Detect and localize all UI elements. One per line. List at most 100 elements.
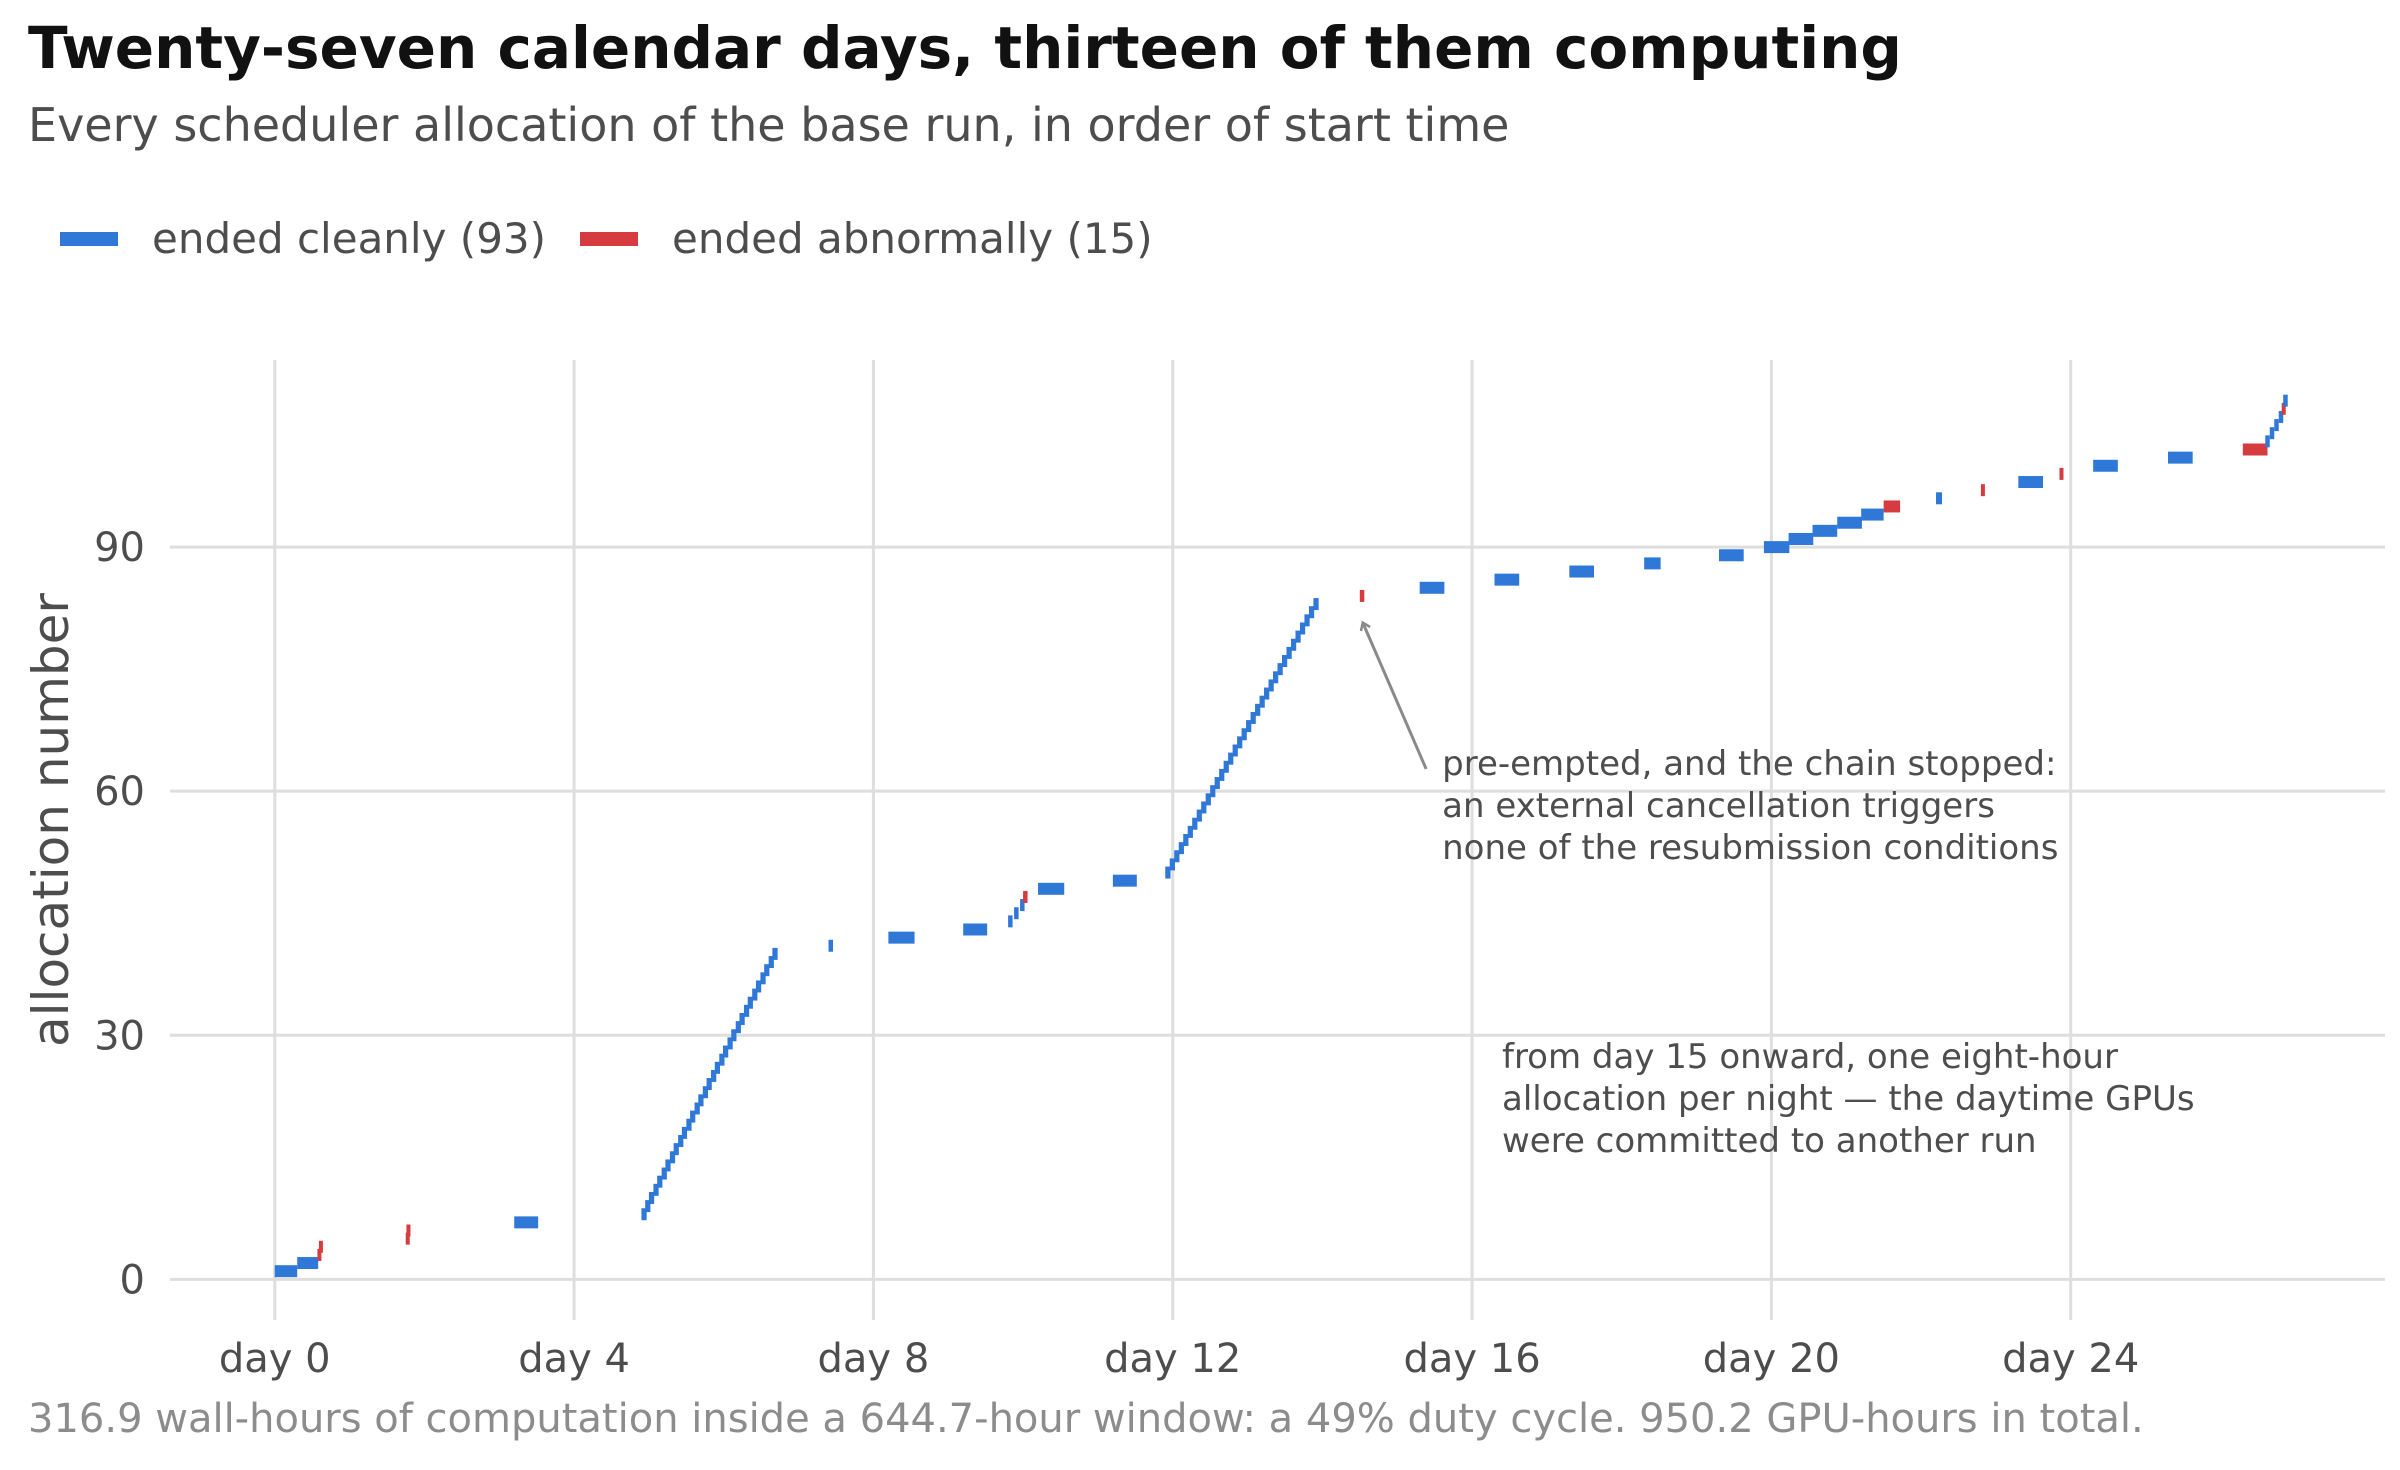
- allocation-bar-clean: [1259, 695, 1265, 708]
- chart-title: Twenty-seven calendar days, thirteen of …: [28, 14, 1902, 82]
- allocation-bar-abnormal: [2281, 402, 2286, 415]
- allocation-bar-clean: [768, 956, 774, 969]
- allocation-bar-clean: [1268, 679, 1274, 692]
- legend-item-clean: ended cleanly (93): [60, 214, 546, 263]
- allocation-bar-clean: [1210, 785, 1216, 798]
- allocation-bar-clean: [719, 1053, 725, 1066]
- x-tick-label: day 16: [1403, 1336, 1540, 1382]
- allocation-bar-clean: [1788, 532, 1814, 545]
- allocation-bar-clean: [514, 1216, 539, 1229]
- x-tick-label: day 20: [1703, 1336, 1840, 1382]
- allocation-bar-clean: [297, 1257, 319, 1270]
- allocation-bar-clean: [1192, 817, 1198, 830]
- allocation-bar-clean: [1763, 541, 1790, 554]
- allocation-bar-clean: [743, 1004, 750, 1017]
- allocation-bar-abnormal: [1980, 484, 1985, 497]
- allocation-bar-clean: [2278, 410, 2284, 423]
- allocation-bar-clean: [963, 923, 988, 936]
- allocation-bar-abnormal: [317, 1248, 322, 1261]
- allocation-bar-clean: [1246, 720, 1252, 733]
- allocation-bar-clean: [747, 996, 753, 1009]
- annotations: pre-empted, and the chain stopped: an ext…: [1364, 624, 2195, 1161]
- chart-subtitle: Every scheduler allocation of the base r…: [28, 98, 1510, 152]
- allocation-bar-clean: [2167, 451, 2193, 464]
- allocation-bar-clean: [690, 1110, 696, 1123]
- allocation-bar-clean: [760, 972, 766, 985]
- allocation-bar-clean: [1214, 777, 1220, 790]
- allocation-bar-clean: [1273, 671, 1279, 684]
- y-axis-title: allocation number: [22, 593, 80, 1047]
- x-tick-label: day 24: [2002, 1336, 2139, 1382]
- allocation-bar-clean: [657, 1175, 663, 1188]
- allocation-bar-clean: [1008, 915, 1013, 928]
- allocation-bar-clean: [888, 931, 915, 944]
- allocation-bar-clean: [1308, 606, 1315, 619]
- allocation-bar-clean: [723, 1045, 729, 1058]
- allocation-bar-clean: [1299, 622, 1306, 635]
- allocation-bar-clean: [2274, 419, 2279, 432]
- allocation-bar-clean: [1313, 598, 1319, 611]
- allocation-bar-clean: [1112, 874, 1137, 887]
- allocation-bar-clean: [1837, 516, 1862, 529]
- allocation-bar-clean: [702, 1086, 709, 1099]
- y-tick-label: 0: [120, 1257, 145, 1303]
- allocation-bar-clean: [1196, 809, 1202, 822]
- allocation-bar-clean: [1290, 638, 1297, 651]
- allocation-bars: [274, 394, 2288, 1278]
- chart-caption: 316.9 wall-hours of computation inside a…: [28, 1396, 2144, 1442]
- allocation-bar-abnormal: [406, 1224, 411, 1237]
- x-tick-label: day 0: [219, 1336, 331, 1382]
- annotation-text-2: from day 15 onward, one eight-hour alloca…: [1502, 1037, 2195, 1161]
- legend-label-clean: ended cleanly (93): [152, 214, 547, 263]
- allocation-bar-clean: [1295, 630, 1301, 643]
- allocation-bar-clean: [1038, 882, 1065, 895]
- allocation-bar-clean: [1861, 508, 1884, 521]
- legend-label-abnormal: ended abnormally (15): [672, 214, 1153, 263]
- allocation-bar-clean: [1232, 744, 1238, 757]
- allocation-bar-clean: [1219, 768, 1225, 781]
- allocation-bar-clean: [764, 964, 770, 977]
- allocation-bar-clean: [665, 1159, 671, 1172]
- allocation-bar-clean: [1187, 825, 1193, 838]
- allocation-bar-clean: [1419, 581, 1445, 594]
- allocation-bar-clean: [681, 1126, 688, 1139]
- legend-swatch-clean: [60, 231, 118, 246]
- allocation-bar-clean: [1205, 793, 1211, 806]
- allocation-bar-clean: [645, 1200, 651, 1213]
- allocation-bar-clean: [1020, 899, 1025, 912]
- allocation-bar-clean: [739, 1012, 745, 1025]
- y-tick-label: 60: [94, 769, 145, 815]
- allocation-bar-clean: [735, 1021, 741, 1034]
- axis-ticks: day 0 day 4 day 8 day 12 day 16 day 20 day 24 0…: [94, 525, 2139, 1382]
- y-tick-label: 30: [94, 1013, 145, 1059]
- legend-item-abnormal: ended abnormally (15): [580, 214, 1153, 263]
- allocation-bar-abnormal: [1023, 890, 1028, 903]
- allocation-bar-clean: [1255, 703, 1261, 716]
- allocation-bar-abnormal: [2242, 443, 2268, 456]
- allocation-bar-clean: [706, 1078, 712, 1091]
- allocation-bar-clean: [1644, 557, 1661, 570]
- allocation-bar-clean: [1569, 565, 1595, 578]
- allocation-bar-clean: [1014, 907, 1019, 920]
- allocation-bar-clean: [641, 1208, 647, 1221]
- allocation-bar-clean: [686, 1118, 692, 1131]
- allocation-bar-clean: [1201, 801, 1207, 814]
- allocation-bar-clean: [714, 1061, 721, 1074]
- allocation-bar-clean: [1169, 858, 1175, 871]
- allocation-bar-clean: [828, 939, 834, 952]
- allocation-bar-clean: [1223, 760, 1229, 773]
- allocation-bar-clean: [1304, 614, 1310, 627]
- x-tick-label: day 4: [518, 1336, 630, 1382]
- allocation-bar-clean: [1494, 573, 1520, 586]
- allocation-bar-clean: [1237, 736, 1243, 749]
- allocation-bar-clean: [2093, 459, 2118, 472]
- allocation-bar-abnormal: [1359, 589, 1365, 602]
- allocation-bar-clean: [698, 1094, 704, 1107]
- allocation-bar-clean: [1183, 834, 1189, 846]
- allocation-bar-clean: [1936, 492, 1942, 505]
- allocation-bar-clean: [755, 980, 762, 993]
- y-tick-label: 90: [94, 525, 145, 571]
- allocation-bar-clean: [1228, 752, 1234, 765]
- allocation-bar-abnormal: [405, 1232, 410, 1245]
